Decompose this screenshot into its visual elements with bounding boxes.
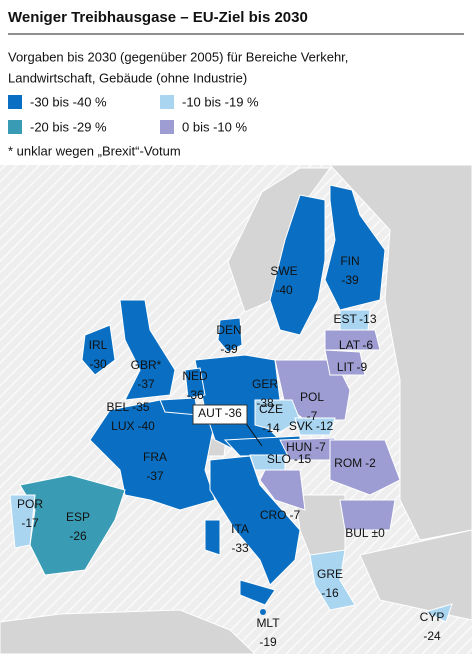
country-code: CRO bbox=[260, 508, 287, 522]
country-value: -19 bbox=[259, 635, 277, 649]
country-value: -30 bbox=[89, 357, 107, 371]
legend-label: -10 bis -19 % bbox=[182, 94, 259, 109]
country-label: CRO -7 bbox=[260, 508, 301, 522]
legend-swatch bbox=[8, 120, 22, 134]
country-value: -39 bbox=[220, 342, 238, 356]
country-value: -26 bbox=[69, 529, 87, 543]
country-code: POL bbox=[300, 390, 324, 404]
country-value: -15 bbox=[294, 452, 312, 466]
country-code: SWE bbox=[270, 264, 297, 278]
country-code: NED bbox=[182, 369, 208, 383]
country-value: -7 bbox=[290, 508, 301, 522]
note: * unklar wegen „Brexit“-Votum bbox=[8, 143, 181, 158]
country-label: BUL ±0 bbox=[345, 526, 385, 540]
country-value: -7 bbox=[315, 440, 326, 454]
country-value: -38 bbox=[256, 396, 274, 410]
legend-label: -20 bis -29 % bbox=[30, 119, 107, 134]
country-code: GER bbox=[252, 377, 278, 391]
country-code: BUL bbox=[345, 526, 369, 540]
country-code: SVK bbox=[289, 419, 313, 433]
country-value: -24 bbox=[423, 629, 441, 643]
subtitle: Landwirtschaft, Gebäude (ohne Industrie) bbox=[8, 70, 247, 85]
country-code: LIT bbox=[337, 360, 355, 374]
country-value: -40 bbox=[138, 419, 156, 433]
country-value: -6 bbox=[362, 338, 373, 352]
country-value: -9 bbox=[357, 360, 368, 374]
country-label: AUT -36 bbox=[198, 406, 242, 420]
country-label: LUX -40 bbox=[111, 419, 155, 433]
subtitle: Vorgaben bis 2030 (gegenüber 2005) für B… bbox=[8, 49, 348, 64]
country-code: ESP bbox=[66, 510, 90, 524]
country-value: -14 bbox=[262, 421, 280, 435]
country-label: SVK -12 bbox=[289, 419, 334, 433]
country-code: BEL bbox=[106, 400, 129, 414]
country-code: FRA bbox=[143, 450, 167, 464]
legend-swatch bbox=[160, 95, 174, 109]
country-code: GBR* bbox=[131, 358, 162, 372]
country-label: SLO -15 bbox=[267, 452, 312, 466]
country-code: FIN bbox=[340, 254, 359, 268]
country-value: -36 bbox=[225, 406, 243, 420]
country-label: HUN -7 bbox=[286, 440, 326, 454]
country-labels: FIN -39 SWE -40 EST -13 LAT -6 LIT -9 DEN -39 IRL -30… bbox=[17, 254, 444, 649]
country-code: CZE bbox=[259, 402, 283, 416]
country-code: AUT bbox=[198, 406, 223, 420]
country-value: -13 bbox=[359, 312, 377, 326]
country-value: -39 bbox=[341, 273, 359, 287]
country-code: GRE bbox=[317, 567, 343, 581]
country-value: -36 bbox=[186, 388, 204, 402]
country-code: ITA bbox=[231, 522, 249, 536]
country-code: ROM bbox=[334, 456, 362, 470]
legend-label: 0 bis -10 % bbox=[182, 119, 247, 134]
country-code: IRL bbox=[89, 338, 108, 352]
country-value: -2 bbox=[365, 456, 376, 470]
country-value: -7 bbox=[307, 409, 318, 423]
country-value: -40 bbox=[275, 283, 293, 297]
country-value: ±0 bbox=[372, 526, 386, 540]
map bbox=[0, 164, 472, 655]
country-label: EST -13 bbox=[333, 312, 376, 326]
legend: -30 bis -40 % -10 bis -19 % -20 bis -29 % 0… bbox=[8, 94, 259, 134]
legend-swatch bbox=[8, 95, 22, 109]
country-code: HUN bbox=[286, 440, 312, 454]
country-value: -37 bbox=[137, 377, 155, 391]
legend-label: -30 bis -40 % bbox=[30, 94, 107, 109]
country-code: SLO bbox=[267, 452, 291, 466]
country-value: -33 bbox=[231, 541, 249, 555]
title: Weniger Treibhausgase – EU-Ziel bis 2030 bbox=[8, 9, 308, 26]
legend-swatch bbox=[160, 120, 174, 134]
country-value: -17 bbox=[21, 516, 39, 530]
country-code: DEN bbox=[216, 323, 241, 337]
country-code: LUX bbox=[111, 419, 134, 433]
country-label: LAT -6 bbox=[339, 338, 373, 352]
country-value: -12 bbox=[316, 419, 334, 433]
country-code: MLT bbox=[256, 616, 280, 630]
country-code: POR bbox=[17, 497, 43, 511]
country-label: ROM -2 bbox=[334, 456, 376, 470]
country-label: LIT -9 bbox=[337, 360, 368, 374]
country-label: BEL -35 bbox=[106, 400, 149, 414]
country-value: -37 bbox=[146, 469, 164, 483]
country-value: -16 bbox=[321, 586, 339, 600]
country-code: EST bbox=[333, 312, 357, 326]
country-value: -35 bbox=[132, 400, 150, 414]
country-code: LAT bbox=[339, 338, 361, 352]
country-code: CYP bbox=[420, 610, 445, 624]
